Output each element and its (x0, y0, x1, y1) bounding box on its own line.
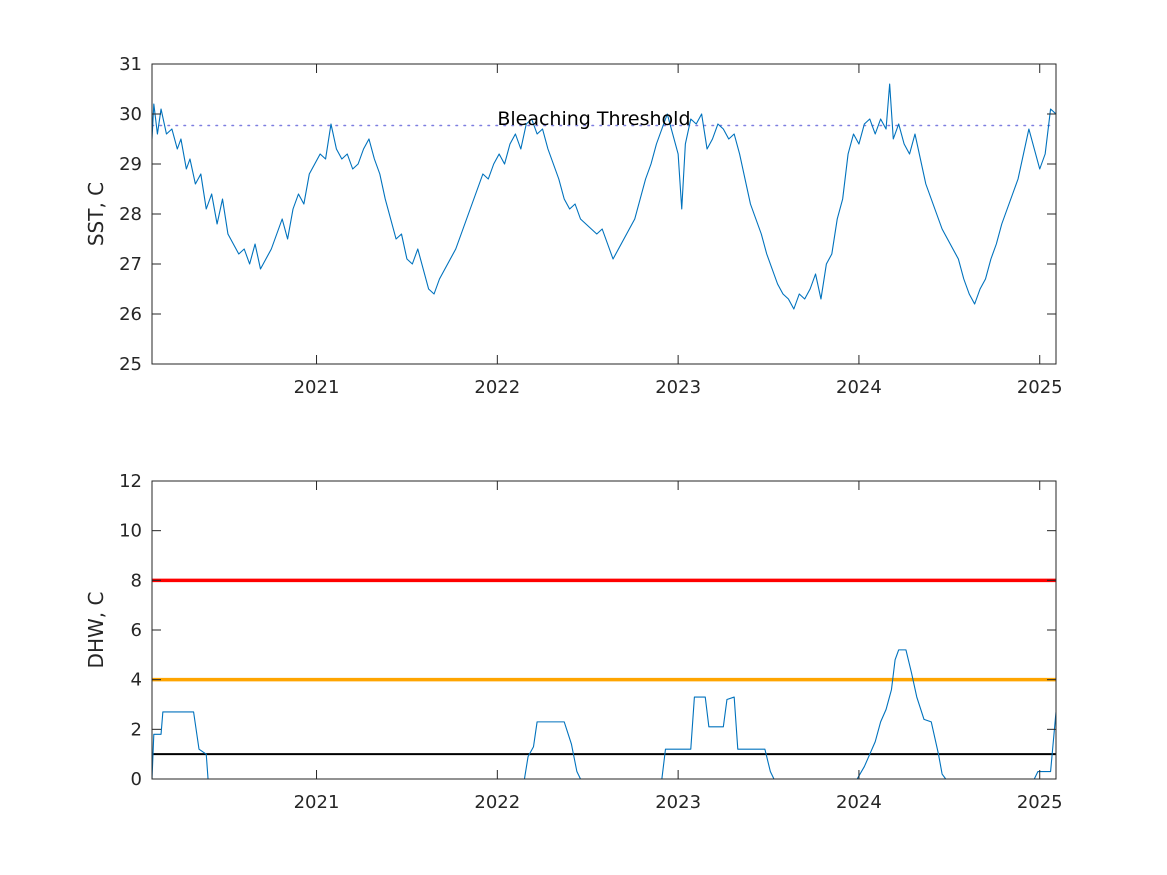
sst-panel: 25 26 27 28 29 30 31 2021 2022 2023 2024 2025 SST, C… (84, 54, 1063, 398)
dhw-xtick-label: 2021 (294, 792, 340, 813)
sst-xtick-label: 2024 (836, 377, 882, 398)
sst-xtick-label: 2022 (474, 377, 520, 398)
sst-xtick-label: 2025 (1017, 377, 1063, 398)
dhw-ytick-label: 10 (119, 521, 142, 542)
sst-ytick-label: 31 (119, 54, 142, 75)
dhw-xtick-label: 2025 (1017, 792, 1063, 813)
dhw-ytick-label: 12 (119, 471, 142, 492)
sst-ytick-label: 30 (119, 104, 142, 125)
sst-ytick-label: 25 (119, 354, 142, 375)
dhw-ytick-label: 2 (131, 719, 142, 740)
dhw-plot-area (152, 481, 1056, 779)
dhw-ytick-label: 0 (131, 769, 142, 790)
sst-xtick-label: 2021 (294, 377, 340, 398)
dhw-plot-content (152, 578, 1056, 779)
dhw-panel: 0 2 4 6 8 10 12 2021 2022 2023 2024 2025 DHW, C (84, 471, 1063, 813)
sst-ytick-label: 28 (119, 204, 142, 225)
dhw-series-line-0 (152, 649, 1056, 779)
sst-plot-content (152, 83, 1056, 310)
sst-y-axis-title: SST, C (84, 182, 108, 246)
sst-ytick-label: 29 (119, 154, 142, 175)
sst-series-line-0 (152, 83, 1056, 310)
sst-ytick-label: 26 (119, 304, 142, 325)
sst-xtick-label: 2023 (655, 377, 701, 398)
dhw-ytick-label: 8 (131, 570, 142, 591)
dhw-xtick-label: 2023 (655, 792, 701, 813)
sst-ytick-label: 27 (119, 254, 142, 275)
sst-annotation: Bleaching Threshold (497, 108, 690, 130)
sst-plot-area (152, 64, 1056, 364)
dhw-ytick-label: 6 (131, 620, 142, 641)
dhw-y-axis-title: DHW, C (84, 592, 108, 669)
dhw-xtick-label: 2022 (474, 792, 520, 813)
dhw-xtick-label: 2024 (836, 792, 882, 813)
dhw-ytick-label: 4 (131, 670, 142, 691)
